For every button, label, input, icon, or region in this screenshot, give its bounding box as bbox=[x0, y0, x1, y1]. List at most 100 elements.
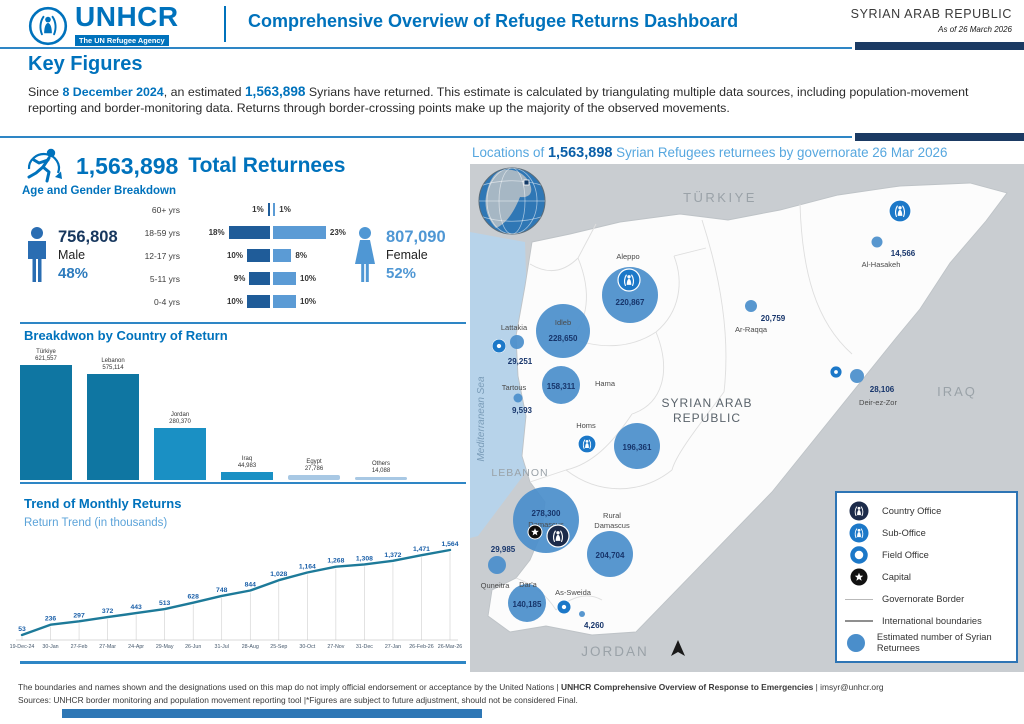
as-of-date: As of 26 March 2026 bbox=[938, 25, 1012, 34]
governorate-border-line bbox=[529, 257, 579, 271]
trend-value-label: 1,372 bbox=[384, 552, 401, 559]
age-category-label: 5-11 yrs bbox=[149, 273, 180, 284]
age-row: 18-59 yrs 18% 23% bbox=[134, 221, 369, 244]
trend-date-label: 26-Feb-26 bbox=[409, 644, 433, 650]
map-bubble: 28,106 Deir-ez-Zor bbox=[850, 369, 897, 407]
key-figures-rule bbox=[0, 136, 852, 138]
country-bar-label: Türkiye 621,557 bbox=[35, 349, 57, 362]
governorate-label: Tartous bbox=[502, 383, 527, 392]
trend-date-label: 31-Dec bbox=[356, 644, 373, 650]
country-chart-title: Breakdwon by Country of Return bbox=[24, 328, 228, 343]
bubble-value: 220,867 bbox=[616, 298, 645, 307]
governorate-label: Damascus bbox=[594, 521, 630, 530]
bubble-value: 20,759 bbox=[761, 314, 786, 323]
bubble-value: 204,704 bbox=[596, 551, 625, 560]
returnees-bubble-icon bbox=[845, 634, 868, 652]
trend-chart: 53 19-Dec-24 236 30-Jan 297 27-Feb 372 27-Mar 44… bbox=[10, 541, 462, 650]
footer-line-1: The boundaries and names shown and the d… bbox=[18, 681, 1012, 694]
map-bubble: 29,251 Lattakia bbox=[501, 323, 533, 366]
trend-date-label: 26-Jun bbox=[185, 644, 201, 650]
governorate-border-icon bbox=[845, 598, 873, 600]
unhcr-emblem-icon bbox=[28, 6, 68, 45]
key-figures-navy-bar bbox=[855, 133, 1024, 141]
trend-value-label: 372 bbox=[102, 608, 114, 615]
male-bar bbox=[267, 203, 270, 216]
country-bar-label: Lebanon 575,114 bbox=[101, 358, 125, 371]
female-label: Female bbox=[386, 248, 428, 262]
female-bar-zone: 23% bbox=[273, 226, 369, 239]
north-arrow-icon bbox=[671, 640, 685, 656]
neighbor-label: LEBANON bbox=[491, 467, 548, 479]
trend-value-label: 1,564 bbox=[441, 541, 458, 548]
trend-date-label: 31-Jul bbox=[215, 644, 229, 650]
bubble-value: 278,300 bbox=[532, 509, 561, 518]
governorate-label: Idleb bbox=[555, 318, 571, 327]
female-bar bbox=[273, 295, 296, 308]
unhcr-tagline: The UN Refugee Agency bbox=[75, 35, 169, 46]
bubble-value: 228,650 bbox=[549, 334, 578, 343]
trend-line bbox=[20, 548, 452, 637]
trend-value-label: 628 bbox=[188, 594, 200, 601]
female-bar bbox=[273, 226, 326, 239]
section-rule-3 bbox=[20, 661, 466, 664]
trend-value-label: 513 bbox=[159, 600, 171, 607]
trend-date-label: 27-Jan bbox=[385, 644, 401, 650]
female-icon bbox=[355, 227, 375, 282]
legend-label: Estimated number of Syrian Returnees bbox=[876, 632, 992, 653]
female-pct-label: 1% bbox=[279, 205, 291, 214]
country-bar bbox=[355, 477, 407, 480]
neighbor-label: IRAQ bbox=[937, 384, 977, 399]
map-bubble: 228,650 Idleb bbox=[536, 304, 590, 358]
kf-date: 8 December 2024 bbox=[62, 85, 164, 99]
country-bar-item: Jordan 280,370 bbox=[154, 348, 206, 480]
male-bar bbox=[247, 295, 270, 308]
trend-date-label: 24-Apr bbox=[128, 644, 144, 650]
governorate-label: As-Sweida bbox=[555, 588, 592, 597]
age-row: 5-11 yrs 9% 10% bbox=[134, 267, 369, 290]
key-figures-heading: Key Figures bbox=[28, 53, 143, 75]
governorate-border-line bbox=[701, 219, 727, 393]
governorate-label: Hama bbox=[595, 379, 616, 388]
female-bar bbox=[273, 249, 292, 262]
trend-chart-subtitle: Return Trend (in thousands) bbox=[24, 517, 168, 529]
age-row: 60+ yrs 1% 1% bbox=[134, 198, 369, 221]
country-bar-label: Jordan 280,370 bbox=[169, 412, 191, 425]
country-chart: Türkiye 621,557 Lebanon 575,114 Jordan 280,37… bbox=[20, 348, 466, 480]
total-returnees-label: Total Returnees bbox=[188, 154, 346, 177]
bubble-value: 29,985 bbox=[491, 545, 516, 554]
map-bubble: 220,867 Aleppo bbox=[602, 252, 658, 323]
female-pct-label: 23% bbox=[329, 228, 346, 237]
legend-label: Country Office bbox=[882, 505, 942, 516]
governorate-label: Dar'a bbox=[519, 580, 538, 589]
legend-item: Estimated number of Syrian Returnees bbox=[845, 632, 1008, 654]
male-bar bbox=[249, 272, 270, 285]
map-bubble: 278,300 Damascus bbox=[513, 487, 579, 553]
footer-contact: | imsyr@unhcr.org bbox=[813, 682, 884, 692]
governorate-label: Lattakia bbox=[501, 323, 528, 332]
governorate-border-line bbox=[673, 247, 707, 257]
trend-date-label: 27-Nov bbox=[327, 644, 344, 650]
age-gender-title: Age and Gender Breakdown bbox=[22, 185, 177, 197]
governorate-label: Deir-ez-Zor bbox=[859, 398, 897, 407]
legend-item: Field Office bbox=[845, 544, 1008, 566]
age-row: 12-17 yrs 10% 8% bbox=[134, 244, 369, 267]
trend-date-label: 26-Mar-26 bbox=[438, 644, 462, 650]
field-office-icon bbox=[557, 600, 571, 614]
trend-value-label: 844 bbox=[245, 582, 257, 589]
legend-item: Capital bbox=[845, 566, 1008, 588]
globe-inset-icon bbox=[478, 167, 546, 235]
total-returnees-value: 1,563,898 bbox=[76, 152, 179, 179]
header-divider bbox=[224, 6, 226, 42]
country-bar bbox=[288, 475, 340, 480]
country-bar bbox=[154, 428, 206, 480]
returnee-runner-icon bbox=[27, 148, 62, 183]
map-title-prefix: Locations of bbox=[472, 145, 548, 160]
trend-value-label: 1,471 bbox=[413, 546, 430, 553]
governorate-border-line bbox=[671, 391, 725, 471]
legend-label: International boundaries bbox=[882, 615, 982, 626]
male-percent: 48% bbox=[58, 265, 89, 282]
legend-label: Governorate Border bbox=[882, 593, 965, 604]
syria-label-line1: SYRIAN ARAB bbox=[661, 396, 752, 410]
map-bubble: 140,185 Dar'a bbox=[508, 580, 546, 622]
